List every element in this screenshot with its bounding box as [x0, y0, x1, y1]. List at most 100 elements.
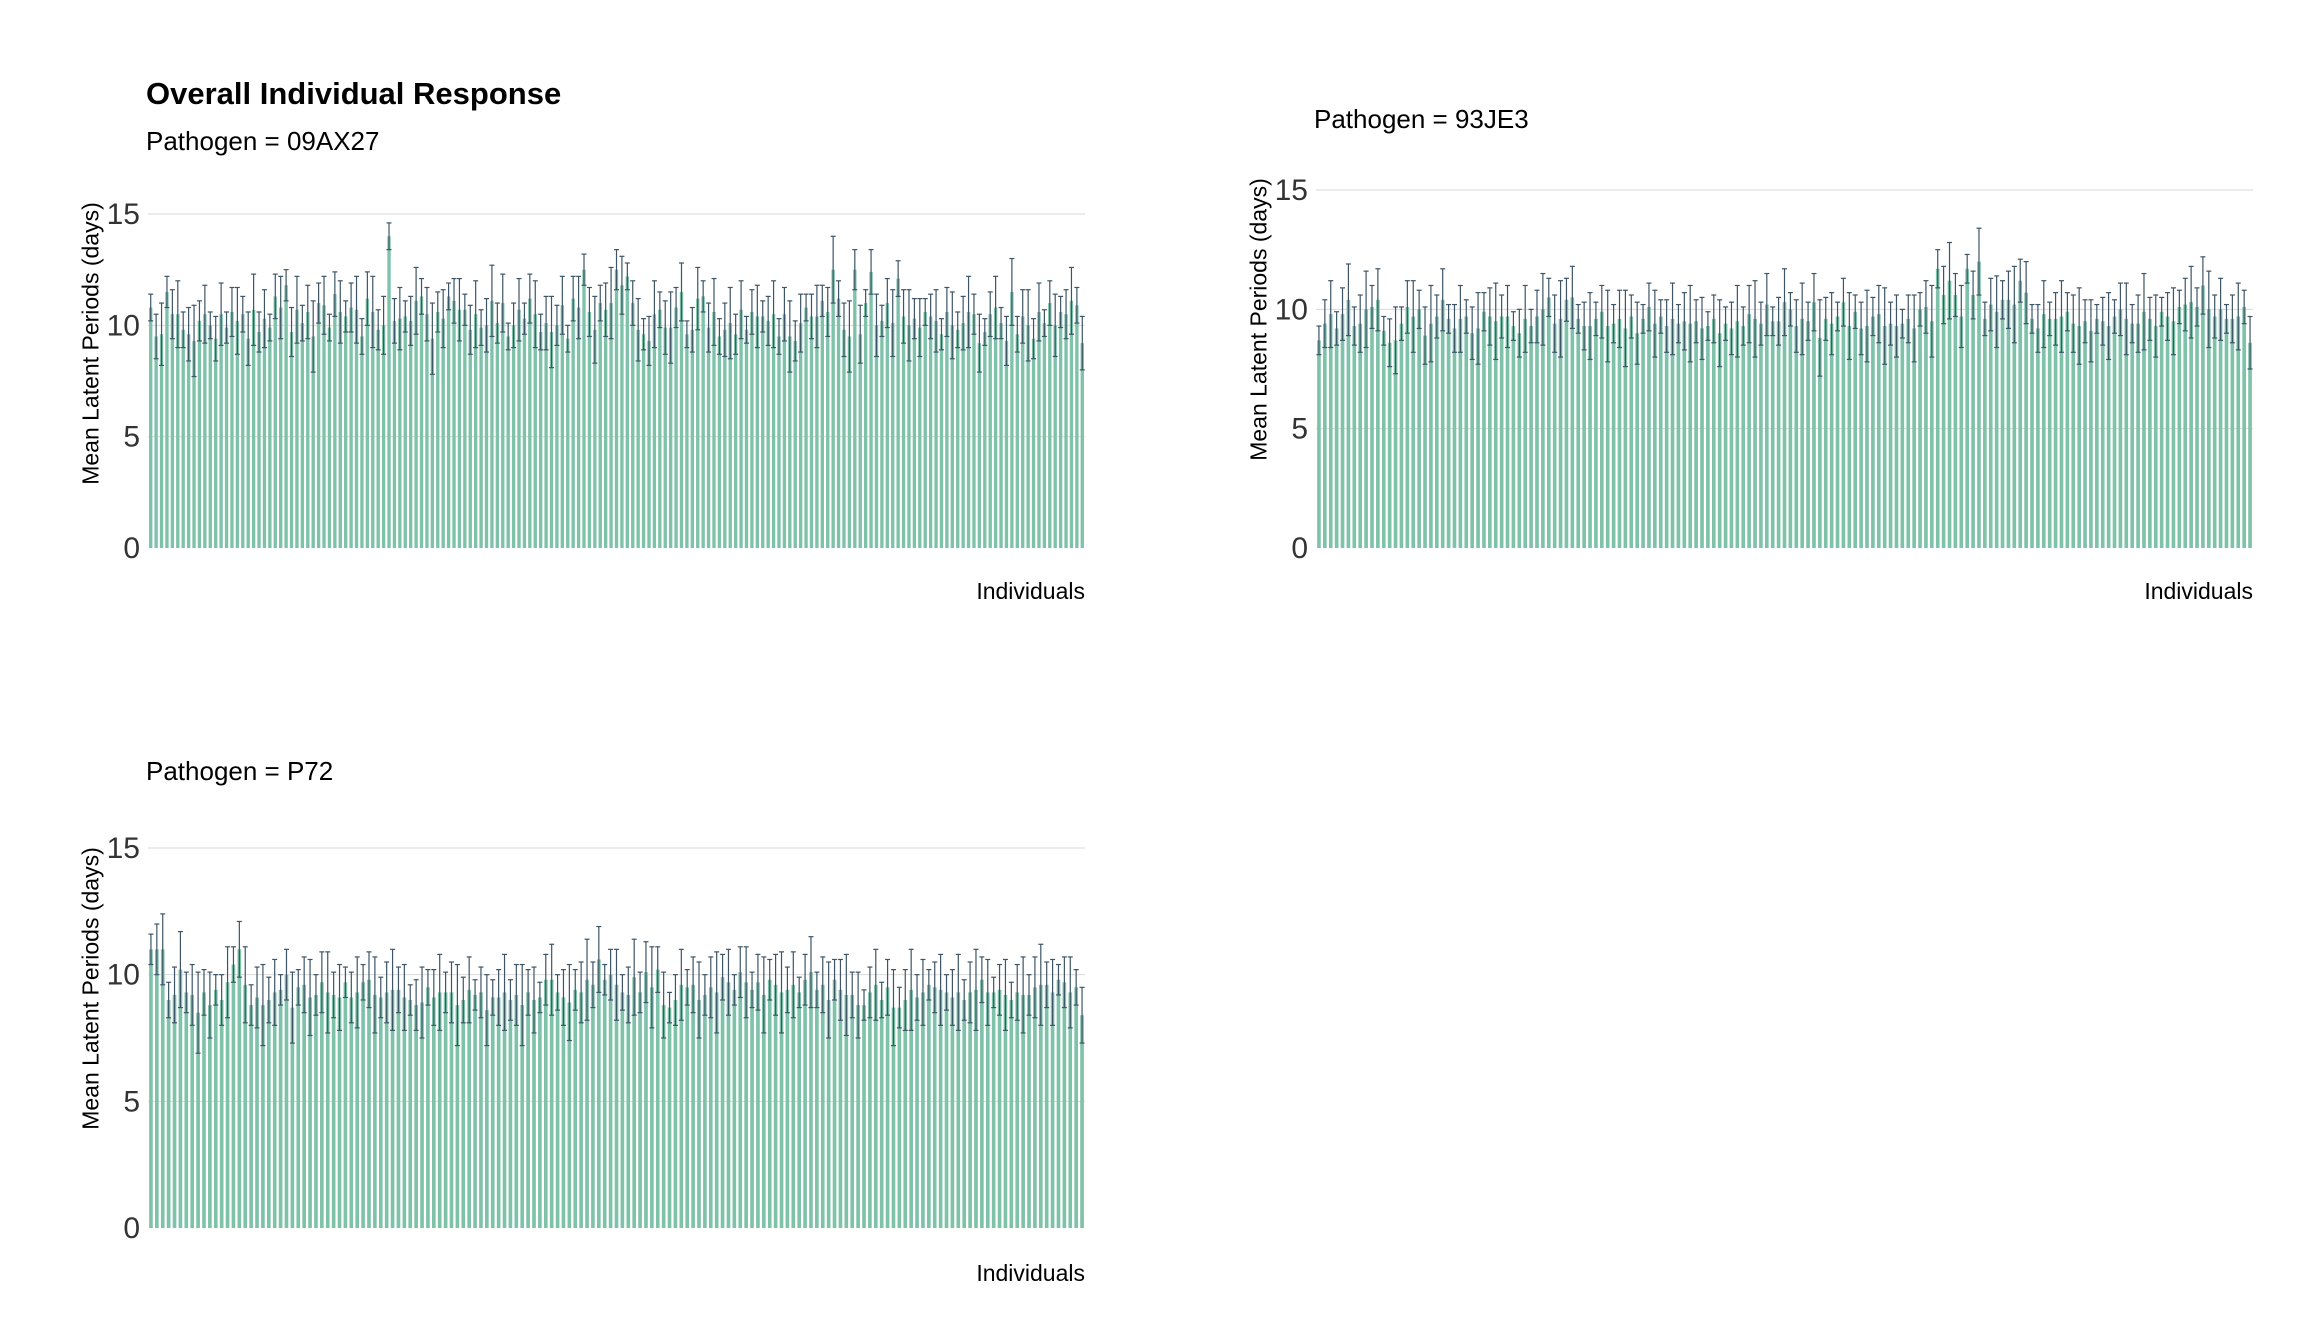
- bar: [261, 1005, 265, 1228]
- bar: [1983, 318, 1987, 548]
- bar: [901, 316, 906, 548]
- bar: [1074, 987, 1078, 1228]
- bar: [804, 307, 808, 548]
- bar: [149, 949, 153, 1228]
- bar: [1853, 311, 1858, 548]
- bar: [208, 1005, 212, 1228]
- bar: [495, 323, 500, 548]
- bar: [2041, 314, 2046, 548]
- bar: [2218, 309, 2223, 548]
- bar: [897, 1007, 902, 1228]
- y-tick-label: 0: [1291, 532, 1308, 565]
- bar: [192, 340, 196, 548]
- bar: [367, 979, 371, 1228]
- bar: [918, 327, 922, 548]
- bar: [290, 1007, 295, 1228]
- bar: [2148, 318, 2152, 548]
- bar: [1488, 316, 1492, 548]
- bar: [596, 959, 601, 1228]
- bar: [985, 992, 990, 1228]
- bar: [991, 992, 996, 1228]
- y-tick-label: 0: [123, 532, 140, 565]
- bar: [598, 303, 602, 548]
- bar: [2165, 316, 2170, 548]
- bar: [831, 269, 835, 548]
- bar: [1994, 311, 1999, 548]
- bar: [850, 994, 855, 1228]
- bar: [508, 1000, 513, 1228]
- bar: [708, 987, 713, 1228]
- bar: [771, 314, 776, 548]
- bar: [1900, 323, 1905, 548]
- bar: [638, 992, 642, 1228]
- bar: [1038, 984, 1043, 1228]
- bar: [1865, 326, 1869, 548]
- bar: [1818, 337, 1822, 548]
- bar: [1037, 311, 1041, 548]
- bar: [1423, 335, 1427, 548]
- bar: [501, 303, 505, 548]
- bar: [679, 984, 684, 1228]
- bar: [1871, 316, 1875, 548]
- bar: [1894, 326, 1899, 548]
- bar: [761, 316, 765, 548]
- bar: [697, 1000, 701, 1228]
- bar: [2118, 309, 2123, 548]
- bar: [430, 338, 435, 548]
- bar: [544, 323, 548, 548]
- bar: [403, 316, 407, 548]
- bar: [333, 294, 337, 548]
- bar: [538, 332, 543, 548]
- bar: [838, 989, 843, 1228]
- bar: [1965, 268, 1970, 548]
- bar: [856, 1005, 860, 1228]
- bar: [266, 1000, 271, 1228]
- bar: [555, 325, 559, 548]
- bar: [1806, 321, 1810, 548]
- bar: [1552, 323, 1557, 548]
- bar: [739, 309, 743, 548]
- bar: [1058, 311, 1063, 548]
- bar: [1812, 302, 1816, 548]
- bar: [815, 316, 819, 548]
- bar: [1611, 323, 1616, 548]
- bar: [777, 336, 781, 548]
- bar: [338, 311, 342, 548]
- bar: [349, 997, 354, 1228]
- bar: [712, 311, 716, 548]
- y-tick-label: 5: [1291, 413, 1308, 446]
- bar: [2006, 299, 2011, 548]
- bar: [392, 320, 397, 548]
- bar: [511, 325, 516, 548]
- bar: [176, 314, 180, 548]
- bar: [798, 323, 803, 548]
- bar: [793, 340, 797, 548]
- bar: [426, 987, 430, 1228]
- bar: [1511, 326, 1516, 548]
- bar: [961, 323, 965, 548]
- bar: [549, 979, 554, 1228]
- bar: [891, 323, 895, 548]
- y-tick-label: 10: [107, 959, 140, 992]
- bar: [1399, 323, 1404, 548]
- bar: [785, 989, 790, 1228]
- bar: [231, 964, 236, 1228]
- bar: [1340, 314, 1345, 548]
- bar: [533, 314, 537, 548]
- bar: [431, 997, 436, 1228]
- bar: [2077, 326, 2081, 548]
- bar: [912, 318, 917, 548]
- bar: [791, 984, 796, 1228]
- bar: [272, 992, 277, 1228]
- bar: [980, 979, 984, 1228]
- bar: [1623, 328, 1628, 548]
- bar: [1334, 328, 1339, 548]
- bar: [1080, 1015, 1084, 1228]
- bar: [1352, 326, 1357, 548]
- bar: [636, 329, 640, 548]
- bar: [172, 994, 177, 1228]
- bar: [701, 296, 705, 548]
- bar: [663, 327, 667, 548]
- bar: [1664, 326, 1669, 548]
- bar: [868, 992, 872, 1228]
